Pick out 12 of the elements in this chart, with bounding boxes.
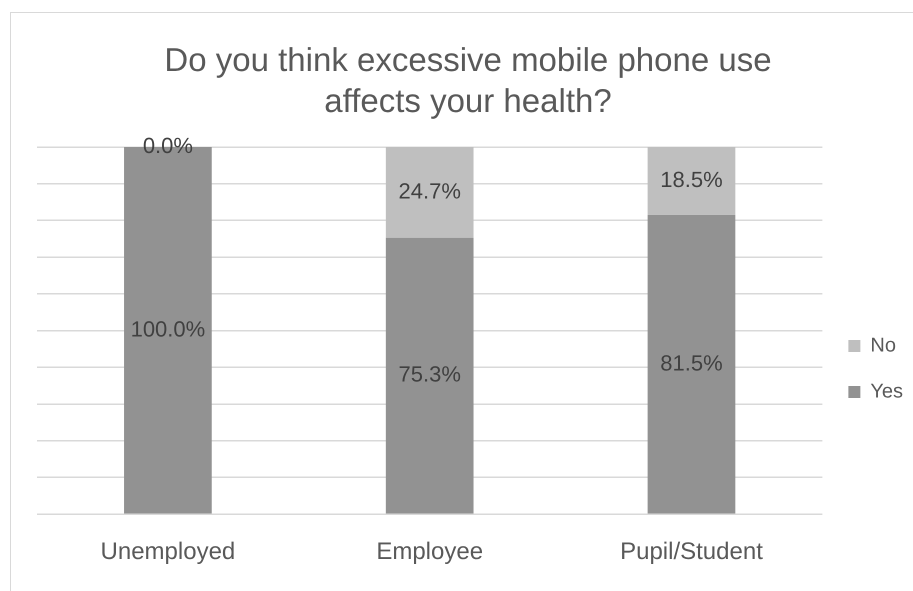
data-label: 81.5%	[660, 350, 723, 376]
x-tick-label: Unemployed	[100, 538, 236, 566]
data-label: 0.0%	[142, 133, 193, 158]
x-tick-label: Pupil/Student	[620, 538, 764, 566]
legend-label: Yes	[870, 380, 904, 403]
data-label: 24.7%	[398, 178, 461, 204]
data-label: 75.3%	[398, 362, 461, 387]
data-label: 100.0%	[130, 316, 206, 342]
chart-title: Do you think excessive mobile phone use affects your health?	[163, 40, 773, 121]
x-tick-label: Employee	[376, 538, 484, 566]
data-label: 18.5%	[660, 167, 723, 192]
legend-label: No	[870, 334, 896, 357]
